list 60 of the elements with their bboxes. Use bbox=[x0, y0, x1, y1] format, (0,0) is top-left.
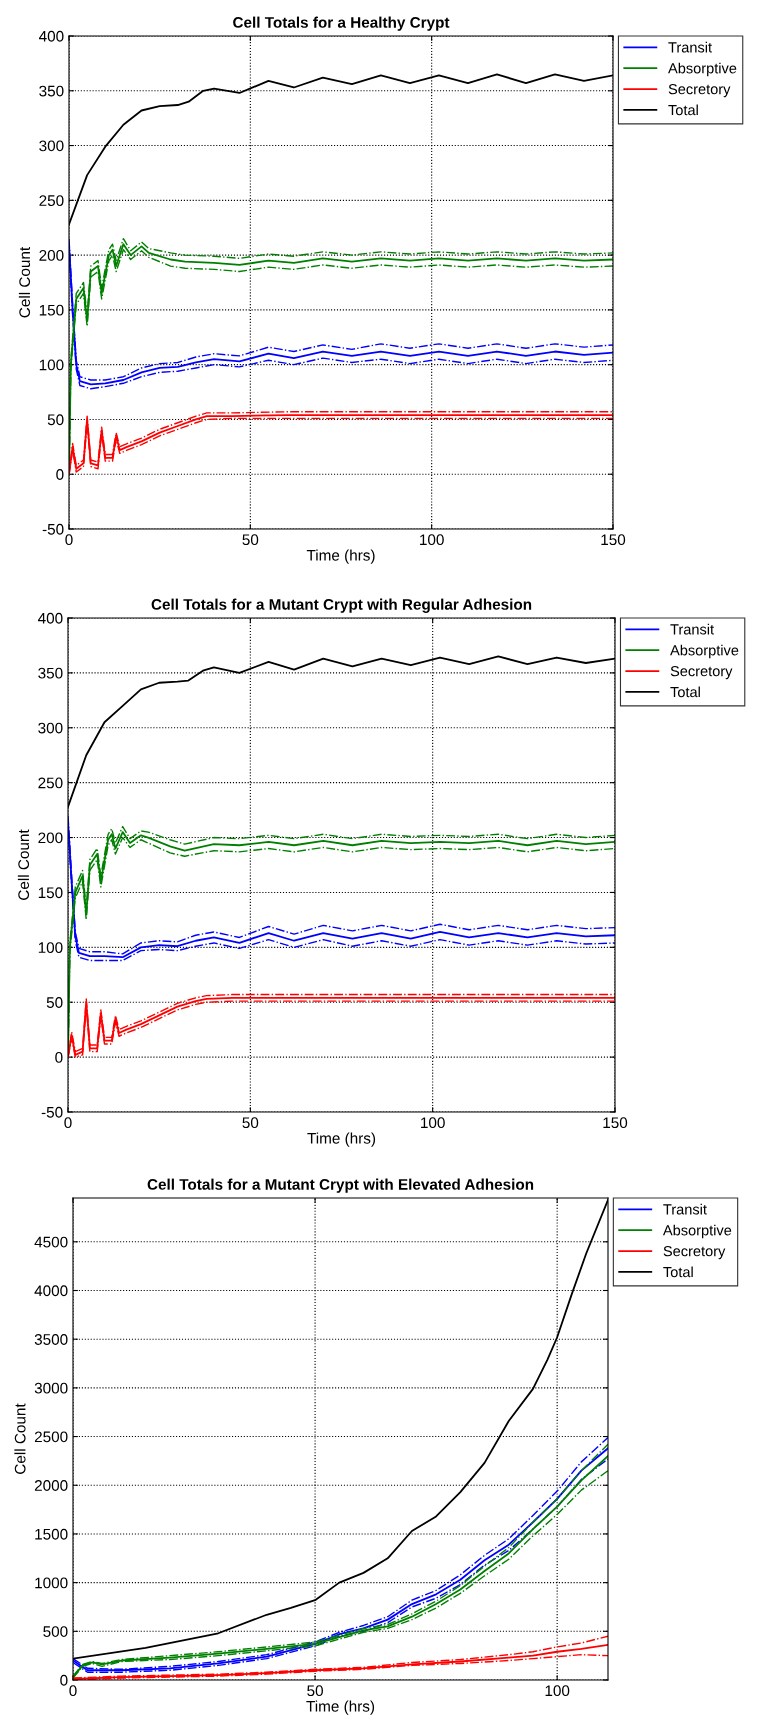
y-tick-label: 150 bbox=[38, 887, 63, 899]
legend-label: Absorptive bbox=[670, 644, 739, 659]
legend-label: Absorptive bbox=[668, 62, 737, 77]
y-axis-title: Cell Count bbox=[18, 246, 31, 318]
legend-label: Total bbox=[663, 1266, 693, 1278]
y-tick-label: 500 bbox=[43, 1626, 68, 1637]
x-tick-label: 100 bbox=[545, 1685, 570, 1697]
y-tick-label: 100 bbox=[38, 942, 63, 954]
chart-title: Cell Totals for a Mutant Crypt with Elevated Adhesion bbox=[147, 1178, 534, 1193]
y-tick-label: 50 bbox=[46, 997, 63, 1008]
y-tick-label: 0 bbox=[56, 469, 64, 480]
y-tick-label: 200 bbox=[38, 832, 63, 844]
x-axis-title: Time (hrs) bbox=[306, 549, 375, 564]
chart-title: Cell Totals for a Healthy Crypt bbox=[233, 16, 450, 31]
x-tick-label: 50 bbox=[242, 534, 259, 546]
y-tick-label: 0 bbox=[55, 1051, 63, 1063]
y-tick-label: 350 bbox=[39, 85, 64, 97]
y-tick-label: 3500 bbox=[34, 1334, 68, 1345]
x-tick-label: 150 bbox=[603, 1117, 628, 1129]
legend-label: Transit bbox=[668, 41, 712, 53]
legend-label: Total bbox=[670, 686, 700, 698]
legend-label: Transit bbox=[663, 1203, 707, 1215]
y-tick-label: 150 bbox=[39, 304, 64, 316]
y-tick-label: -50 bbox=[42, 523, 64, 535]
y-tick-label: 50 bbox=[47, 414, 64, 426]
y-tick-label: 100 bbox=[39, 359, 64, 371]
y-tick-label: 1000 bbox=[35, 1577, 68, 1589]
legend-label: Absorptive bbox=[662, 1224, 732, 1239]
x-tick-label: 50 bbox=[307, 1685, 323, 1697]
x-tick-label: 100 bbox=[420, 534, 444, 546]
x-tick-label: 150 bbox=[601, 534, 626, 546]
legend-label: Total bbox=[668, 104, 698, 116]
legend-label: Transit bbox=[670, 623, 714, 635]
y-tick-label: 200 bbox=[39, 249, 64, 261]
y-tick-label: 4500 bbox=[34, 1236, 68, 1248]
y-axis-title: Cell Count bbox=[14, 1403, 26, 1474]
y-tick-label: 1500 bbox=[35, 1528, 68, 1540]
y-tick-label: 350 bbox=[38, 667, 63, 679]
y-tick-label: 250 bbox=[39, 195, 64, 207]
x-tick-label: 100 bbox=[421, 1117, 445, 1129]
chart-title: Cell Totals for a Mutant Crypt with Regular Adhesion bbox=[151, 598, 532, 613]
y-tick-label: 400 bbox=[39, 30, 64, 42]
x-axis-title: Time (hrs) bbox=[306, 1700, 375, 1715]
y-tick-label: 300 bbox=[38, 722, 63, 734]
y-tick-label: 300 bbox=[39, 140, 64, 152]
y-tick-label: 0 bbox=[60, 1674, 68, 1686]
y-tick-label: -50 bbox=[41, 1106, 63, 1118]
y-tick-label: 2500 bbox=[34, 1431, 68, 1443]
y-tick-label: 250 bbox=[38, 777, 63, 789]
x-tick-label: 50 bbox=[242, 1117, 259, 1129]
x-tick-label: 0 bbox=[69, 1685, 77, 1697]
y-tick-label: 4000 bbox=[34, 1285, 68, 1297]
legend-label: Secretory bbox=[663, 1245, 726, 1260]
legend-label: Secretory bbox=[668, 83, 731, 98]
y-axis-title: Cell Count bbox=[17, 829, 30, 900]
y-tick-label: 2000 bbox=[34, 1480, 68, 1491]
y-tick-label: 3000 bbox=[34, 1382, 68, 1394]
y-tick-label: 400 bbox=[38, 612, 63, 624]
legend-label: Secretory bbox=[670, 665, 733, 680]
x-axis-title: Time (hrs) bbox=[307, 1132, 376, 1147]
